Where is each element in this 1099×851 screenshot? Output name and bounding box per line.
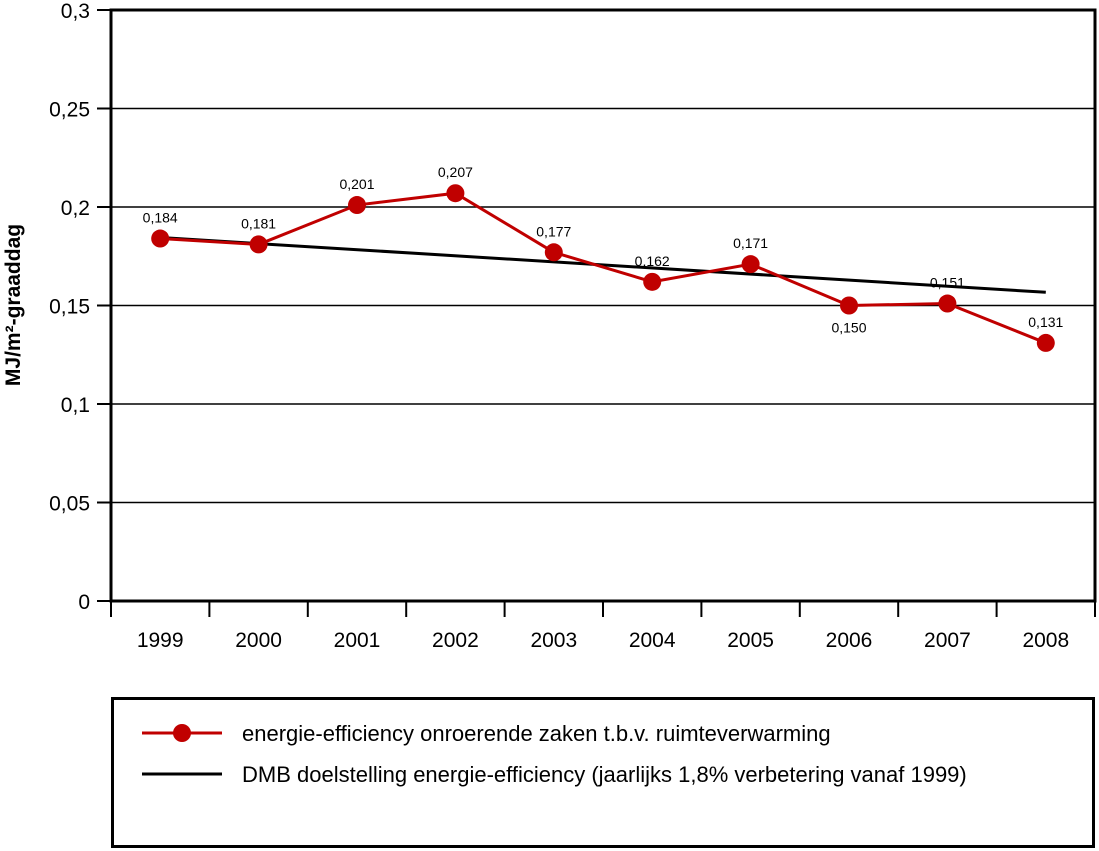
x-tick-label: 1999 bbox=[137, 629, 184, 652]
gridlines bbox=[111, 107, 1095, 504]
legend-symbol-series-2 bbox=[142, 772, 222, 776]
y-tick-label: 0,3 bbox=[61, 0, 90, 23]
legend-label-series-2: DMB doelstelling energie-efficiency (jaa… bbox=[242, 762, 967, 787]
data-point bbox=[544, 243, 563, 262]
data-label: 0,131 bbox=[1028, 314, 1063, 330]
data-label: 0,171 bbox=[733, 235, 768, 251]
x-tick-label: 2002 bbox=[432, 629, 479, 652]
legend-label-series-1: energie-efficiency onroerende zaken t.b.… bbox=[242, 721, 831, 746]
data-label: 0,150 bbox=[831, 320, 866, 336]
x-tick-label: 2004 bbox=[629, 629, 676, 652]
data-label: 0,181 bbox=[241, 215, 276, 231]
data-point bbox=[151, 229, 170, 248]
data-point bbox=[938, 294, 957, 313]
data-label: 0,184 bbox=[143, 210, 178, 226]
data-label: 0,177 bbox=[536, 223, 571, 239]
legend-symbol-series-1 bbox=[142, 724, 222, 742]
data-label: 0,207 bbox=[438, 164, 473, 180]
series-line-energie-efficiency bbox=[160, 191, 1047, 345]
series-group bbox=[151, 184, 1055, 352]
x-tick-label: 2003 bbox=[530, 629, 577, 652]
x-axis-ticks: 1999 2000 2001 2002 2003 2004 2005 2006 2007 2008 bbox=[110, 601, 1096, 652]
y-tick-label: 0 bbox=[78, 591, 90, 614]
series-line-dmb-doelstelling bbox=[160, 236, 1046, 294]
y-tick-label: 0,1 bbox=[61, 394, 90, 417]
x-tick-label: 2000 bbox=[235, 629, 282, 652]
y-axis-ticks: 0 0,05 0,1 0,15 0,2 0,25 0,3 bbox=[49, 0, 111, 614]
x-tick-label: 2007 bbox=[924, 629, 971, 652]
y-tick-label: 0,05 bbox=[49, 493, 90, 516]
data-label: 0,151 bbox=[930, 275, 965, 291]
data-point bbox=[249, 235, 268, 254]
data-point bbox=[643, 272, 662, 291]
data-point bbox=[446, 184, 465, 203]
data-label: 0,201 bbox=[339, 176, 374, 192]
x-tick-label: 2005 bbox=[727, 629, 774, 652]
data-point bbox=[840, 296, 858, 315]
plot-frame bbox=[109, 8, 1097, 603]
data-point bbox=[1036, 333, 1055, 352]
line-chart: 0 0,05 0,1 0,15 0,2 0,25 0,3 1999 2000 2001 2002 2… bbox=[2, 0, 1097, 652]
x-tick-label: 2006 bbox=[826, 629, 873, 652]
data-point bbox=[348, 196, 366, 215]
y-tick-label: 0,2 bbox=[61, 197, 90, 220]
y-axis-label: MJ/m²-graaddag bbox=[2, 224, 25, 386]
y-tick-label: 0,25 bbox=[49, 99, 90, 122]
x-tick-label: 2001 bbox=[334, 629, 381, 652]
y-tick-label: 0,15 bbox=[49, 296, 90, 319]
legend: energie-efficiency onroerende zaken t.b.… bbox=[111, 697, 1095, 848]
data-label: 0,162 bbox=[635, 253, 670, 269]
data-labels: 0,184 0,181 0,201 0,207 0,177 0,162 0,171 0,150… bbox=[143, 164, 1064, 335]
data-point bbox=[741, 255, 760, 274]
x-tick-label: 2008 bbox=[1022, 629, 1069, 652]
